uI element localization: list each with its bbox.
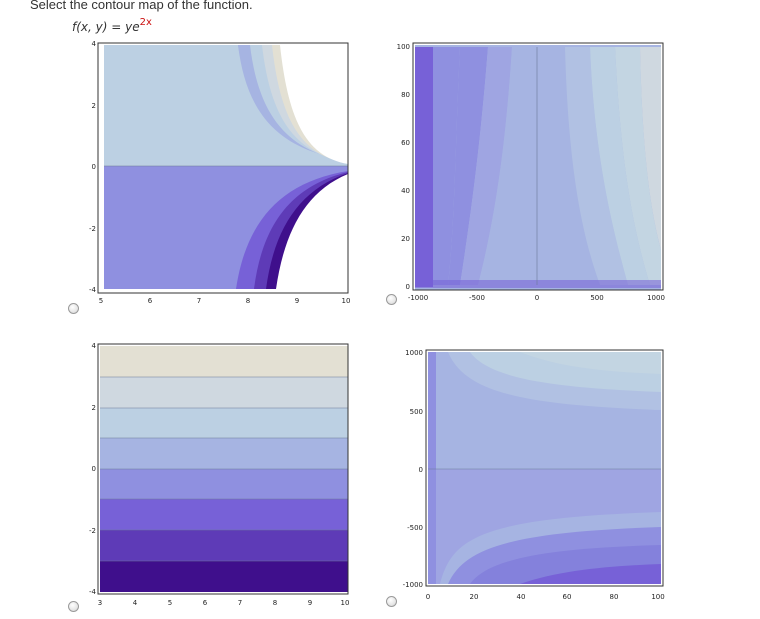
contour-plot-c-svg: 4 2 0 -2 -4 3 4 5 6 7 8 9 10 [89, 342, 350, 607]
plot-b-band-8 [590, 47, 650, 285]
plot-b-ytick-5: 0 [406, 283, 410, 291]
plot-b-band-4 [460, 47, 512, 285]
plot-a-xtick-1: 6 [148, 297, 153, 305]
plot-b-ytick-4: 20 [401, 235, 410, 243]
plot-d-ytick-4: -1000 [403, 581, 423, 589]
contour-plot-b-svg: 100 80 60 40 20 0 -1000 -500 0 500 1000 [397, 42, 665, 302]
function-formula: f(x, y) = ye2x [72, 17, 152, 34]
plot-c-xtick-0: 3 [98, 599, 102, 607]
plot-a-band-1 [104, 45, 348, 166]
plot-b-ytick-3: 40 [401, 187, 410, 195]
function-prefix: f(x, y) = ye [72, 20, 140, 34]
plot-d-left-edge [428, 352, 436, 584]
plot-b-band-7 [565, 47, 628, 285]
plot-a-ytick-0: 4 [92, 40, 97, 48]
plot-c-xtick-7: 10 [341, 599, 350, 607]
plot-d-band-4 [520, 352, 661, 374]
plot-d-ytick-0: 1000 [405, 349, 423, 357]
plot-b-bottom-band [415, 280, 661, 288]
plot-c-ytick-1: 2 [92, 404, 96, 412]
plot-a-frame [97, 42, 349, 294]
option-b-radio[interactable] [386, 294, 397, 305]
plot-b-ytick-1: 80 [401, 91, 410, 99]
plot-b-ytick-2: 60 [401, 139, 410, 147]
plot-a-ytick-4: -4 [89, 286, 97, 294]
plot-a-band-11 [276, 174, 348, 289]
contour-plot-d-svg: 1000 500 0 -500 -1000 0 20 40 60 80 100 [403, 349, 665, 601]
plot-c-xtick-5: 8 [273, 599, 277, 607]
plot-c-ytick-3: -2 [89, 527, 96, 535]
plot-c-xtick-4: 7 [238, 599, 242, 607]
plot-b-xtick-1: -500 [469, 294, 485, 302]
plot-c-xtick-2: 5 [168, 599, 172, 607]
plot-c-ytick-4: -4 [89, 588, 97, 596]
plot-c-xtick-3: 6 [203, 599, 208, 607]
plot-c-band-7 [100, 530, 348, 561]
contour-plot-c: 4 2 0 -2 -4 3 4 5 6 7 8 9 10 [88, 340, 358, 610]
plot-d-xtick-3: 60 [563, 593, 572, 601]
plot-b-band-5 [478, 47, 537, 285]
plot-c-band-2 [100, 377, 348, 408]
plot-b-xtick-2: 0 [535, 294, 539, 302]
contour-plot-a: 4 2 0 -2 -4 5 6 7 8 9 10 [88, 38, 358, 308]
plot-d-ytick-2: 0 [419, 466, 423, 474]
plot-a-ytick-1: 2 [92, 102, 96, 110]
plot-b-band-2 [433, 47, 460, 285]
plot-b-band-10 [640, 47, 661, 250]
plot-a-xtick-0: 5 [99, 297, 103, 305]
plot-b-frame [412, 42, 664, 291]
plot-c-ytick-2: 0 [92, 465, 96, 473]
plot-d-xtick-0: 0 [426, 593, 430, 601]
contour-plot-a-svg: 4 2 0 -2 -4 5 6 7 8 9 10 [89, 40, 351, 305]
plot-d-xtick-2: 40 [517, 593, 526, 601]
plot-d-frame [425, 349, 664, 587]
plot-d-band-6 [428, 469, 661, 584]
option-a-radio[interactable] [68, 303, 79, 314]
option-c-radio[interactable] [68, 601, 79, 612]
plot-d-band-9 [520, 564, 661, 584]
plot-a-ytick-2: 0 [92, 163, 96, 171]
plot-a-xtick-4: 9 [295, 297, 299, 305]
plot-a-xtick-3: 8 [246, 297, 250, 305]
plot-a-xtick-5: 10 [342, 297, 351, 305]
plot-d-xtick-5: 100 [651, 593, 664, 601]
plot-b-band-3 [448, 47, 488, 285]
plot-c-band-6 [100, 499, 348, 530]
plot-c-band-3 [100, 408, 348, 438]
plot-a-ytick-3: -2 [89, 225, 96, 233]
plot-b-band-6 [537, 47, 600, 285]
plot-d-ytick-1: 500 [410, 408, 423, 416]
plot-d-ytick-3: -500 [407, 524, 423, 532]
option-d-radio[interactable] [386, 596, 397, 607]
function-exponent: 2x [139, 17, 152, 28]
plot-c-xtick-6: 9 [308, 599, 312, 607]
plot-d-band-5 [440, 430, 661, 469]
plot-a-band-6 [280, 45, 348, 164]
plot-b-band-9 [615, 47, 661, 285]
plot-b-band-1 [415, 47, 433, 287]
plot-b-ytick-0: 100 [397, 43, 410, 51]
plot-a-xtick-2: 7 [197, 297, 201, 305]
plot-b-xtick-3: 500 [590, 294, 603, 302]
plot-c-band-1 [100, 346, 348, 377]
plot-c-frame [97, 343, 349, 595]
contour-plot-d: 1000 500 0 -500 -1000 0 20 40 60 80 100 [395, 340, 675, 610]
plot-a-band-7 [104, 166, 348, 289]
plot-b-xtick-4: 1000 [647, 294, 665, 302]
plot-c-contour-lines [100, 376, 348, 562]
plot-b-xtick-0: -1000 [408, 294, 428, 302]
plot-c-xtick-1: 4 [133, 599, 138, 607]
plot-c-band-4 [100, 438, 348, 469]
contour-plot-b: 100 80 60 40 20 0 -1000 -500 0 500 1000 [395, 38, 675, 308]
plot-d-xtick-1: 20 [470, 593, 479, 601]
question-text: Select the contour map of the function. [30, 0, 253, 12]
plot-c-ytick-0: 4 [92, 342, 97, 350]
plot-c-band-8 [100, 561, 348, 592]
plot-d-xtick-4: 80 [610, 593, 619, 601]
plot-c-band-5 [100, 469, 348, 499]
